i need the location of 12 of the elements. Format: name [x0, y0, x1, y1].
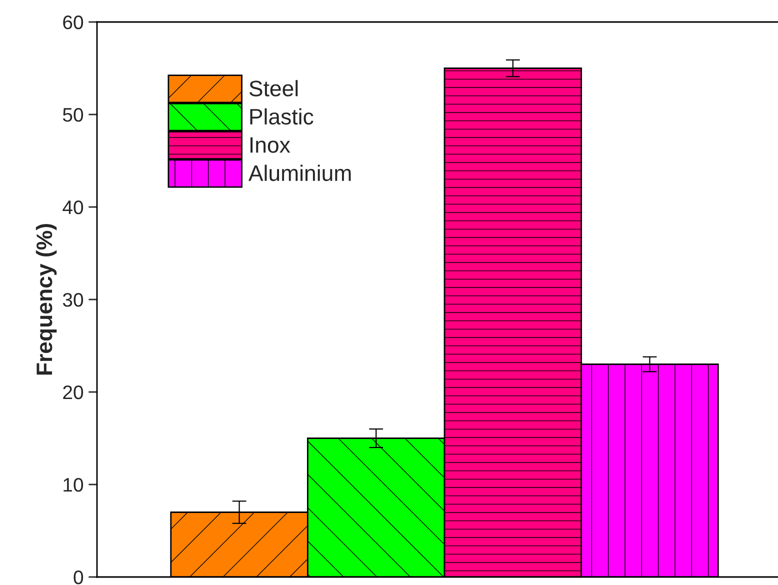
y-tick-label: 0: [74, 570, 84, 584]
legend-label: Aluminium: [248, 164, 351, 182]
y-tick-label: 60: [63, 15, 84, 30]
y-tick-label: 20: [63, 385, 84, 400]
legend-label: Steel: [249, 80, 298, 96]
y-tick-label: 50: [62, 108, 84, 122]
legend-label: Inox: [250, 137, 290, 153]
legend-label: Plastic: [250, 108, 314, 125]
y-axis-title: Frequency (%): [36, 224, 57, 375]
y-tick-label: 30: [62, 292, 84, 307]
y-tick-label: 10: [64, 478, 84, 492]
y-tick-label: 40: [62, 200, 84, 214]
